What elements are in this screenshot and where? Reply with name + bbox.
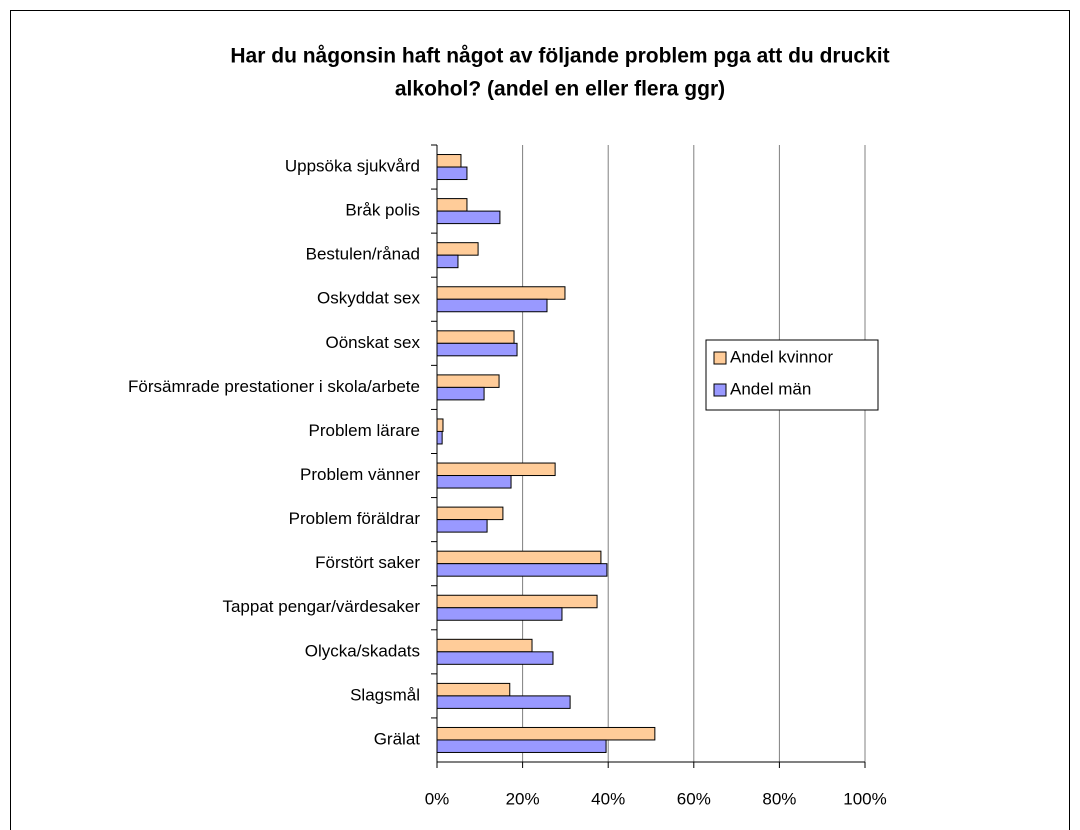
bar — [436, 682, 511, 697]
bar — [436, 418, 444, 432]
bar — [436, 651, 554, 665]
y-tick-label: Förstört saker — [315, 553, 420, 572]
y-tick-label: Problem lärare — [309, 421, 421, 440]
x-tick-label: 80% — [762, 789, 796, 808]
bar — [436, 330, 515, 344]
bar — [436, 386, 485, 401]
bar — [436, 550, 602, 565]
bar — [436, 519, 488, 533]
bar — [436, 563, 608, 577]
chart-frame — [10, 10, 1070, 830]
bar — [436, 242, 479, 256]
bar — [436, 695, 571, 709]
bar — [436, 726, 656, 741]
chart-title: alkohol? (andel en eller flera ggr) — [395, 78, 725, 101]
bar — [436, 638, 533, 653]
bar — [436, 475, 512, 489]
legend-swatch — [713, 383, 727, 397]
y-tick-label: Problem föräldrar — [289, 509, 421, 528]
y-tick-label: Problem vänner — [300, 465, 420, 484]
bar — [436, 286, 566, 300]
y-tick-label: Oönskat sex — [326, 333, 421, 352]
bar — [436, 607, 563, 621]
chart-title: Har du någonsin haft något av följande p… — [230, 45, 889, 68]
legend-swatch — [713, 351, 727, 365]
bar — [436, 210, 501, 225]
legend-label: Andel kvinnor — [730, 347, 833, 366]
x-tick-label: 20% — [506, 789, 540, 808]
bar — [436, 430, 443, 445]
bar — [436, 198, 468, 212]
bar — [436, 254, 459, 269]
bar — [436, 739, 607, 753]
y-tick-label: Bråk polis — [345, 201, 420, 220]
bar — [436, 166, 468, 181]
y-tick-label: Bestulen/rånad — [306, 245, 420, 264]
y-tick-label: Tappat pengar/värdesaker — [222, 597, 420, 616]
y-tick-label: Slagsmål — [350, 685, 420, 704]
y-tick-label: Olycka/skadats — [305, 641, 420, 660]
bar — [436, 298, 548, 313]
bar — [436, 154, 462, 168]
y-tick-label: Försämrade prestationer i skola/arbete — [128, 377, 420, 396]
x-tick-label: 60% — [677, 789, 711, 808]
y-tick-label: Oskyddat sex — [317, 289, 420, 308]
x-tick-label: 100% — [843, 789, 886, 808]
x-tick-label: 0% — [425, 789, 450, 808]
legend-label: Andel män — [730, 379, 811, 398]
bar — [436, 342, 518, 357]
legend-box — [705, 339, 879, 411]
bar — [436, 594, 598, 609]
x-tick-label: 40% — [591, 789, 625, 808]
y-tick-label: Grälat — [374, 729, 421, 748]
bar — [436, 374, 500, 388]
legend: Andel kvinnor Andel män — [705, 339, 879, 411]
bar — [436, 506, 504, 521]
bar — [436, 462, 556, 477]
y-tick-label: Uppsöka sjukvård — [285, 157, 420, 176]
